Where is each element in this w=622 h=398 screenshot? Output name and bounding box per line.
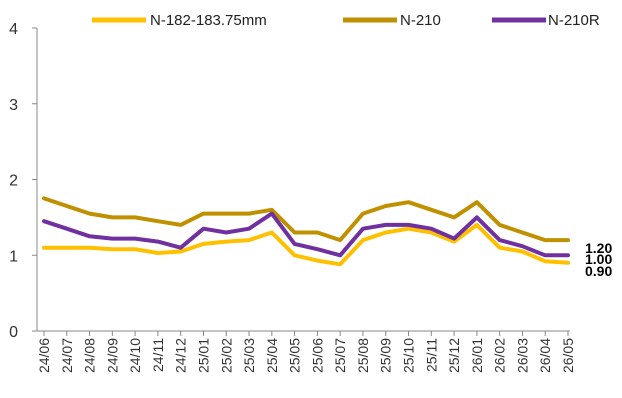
- end-value-label: 1.20: [585, 240, 612, 256]
- end-value-label: 1.00: [585, 251, 612, 267]
- x-tick-label: 25/02: [218, 338, 234, 373]
- x-tick-label: 25/01: [195, 338, 211, 373]
- end-value-label: 0.90: [585, 263, 612, 279]
- x-tick-label: 25/03: [241, 338, 257, 373]
- x-tick-label: 26/01: [469, 338, 485, 373]
- x-tick-label: 26/04: [537, 338, 553, 373]
- series-lines: [42, 196, 570, 267]
- x-tick-label: 24/09: [104, 338, 120, 373]
- x-tick-label: 24/07: [59, 338, 75, 373]
- x-tick-label: 26/05: [560, 338, 576, 373]
- y-tick-label: 2: [9, 173, 18, 190]
- x-tick-label: 24/08: [82, 338, 98, 373]
- series-line-n-210r: [42, 211, 570, 258]
- y-axis-ticks: 0 1 2 3 4: [9, 21, 37, 341]
- y-tick-label: 0: [9, 324, 18, 341]
- x-tick-label: 24/06: [36, 338, 52, 373]
- x-tick-label: 25/12: [446, 338, 462, 373]
- x-tick-label: 25/07: [332, 338, 348, 373]
- x-tick-label: 25/10: [401, 338, 417, 373]
- legend-label-n-182: N-182-183.75mm: [150, 12, 267, 29]
- series-line-n-182-183-75mm: [42, 222, 570, 267]
- x-tick-label: 24/10: [127, 338, 143, 373]
- x-axis-ticks: 24/06 24/07 24/08 24/09 24/10 24/11 24/12 25/01…: [36, 331, 576, 373]
- x-tick-label: 24/12: [173, 338, 189, 373]
- x-tick-label: 26/02: [492, 338, 508, 373]
- series-line-n-210: [42, 196, 570, 243]
- x-tick-label: 25/06: [309, 338, 325, 373]
- y-tick-label: 3: [9, 97, 18, 114]
- y-tick-label: 4: [9, 21, 18, 38]
- x-tick-label: 25/08: [355, 338, 371, 373]
- x-tick-label: 26/03: [514, 338, 530, 373]
- x-tick-label: 25/09: [378, 338, 394, 373]
- x-tick-label: 24/11: [150, 338, 166, 372]
- legend-label-n-210r: N-210R: [548, 12, 600, 29]
- x-tick-label: 25/11: [423, 338, 439, 372]
- x-tick-label: 25/04: [264, 338, 280, 373]
- legend-label-n-210: N-210: [400, 12, 441, 29]
- end-labels: 1.201.000.90: [585, 240, 612, 279]
- legend: N-182-183.75mm N-210 N-210R: [92, 12, 600, 29]
- y-tick-label: 1: [9, 248, 18, 265]
- x-tick-label: 25/05: [287, 338, 303, 373]
